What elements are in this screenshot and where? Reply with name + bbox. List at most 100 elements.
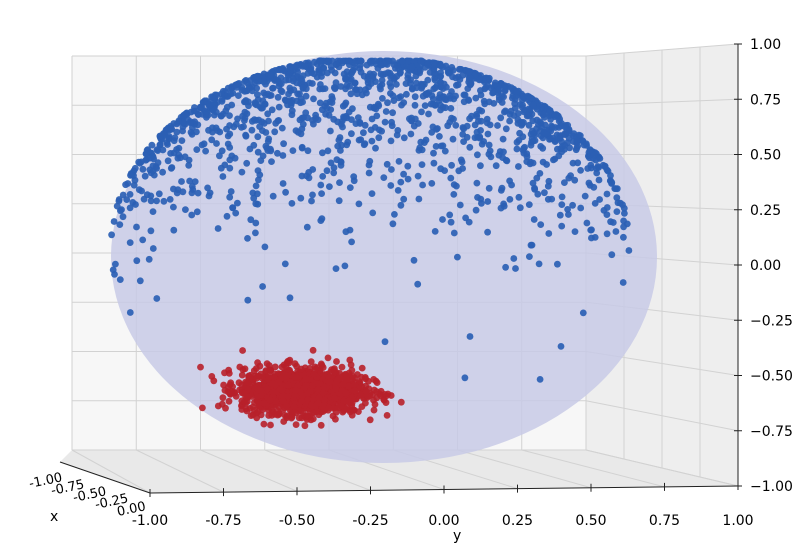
series-1-point <box>394 187 402 194</box>
series-1-point <box>256 123 263 130</box>
series-1-point <box>577 167 584 174</box>
series-2-point <box>331 394 338 402</box>
series-1-point <box>194 189 202 197</box>
series-1-point <box>385 57 393 65</box>
series-1-point <box>449 135 457 143</box>
series-1-point <box>175 119 182 126</box>
series-2-point <box>263 360 271 367</box>
series-1-point <box>109 266 117 274</box>
series-2-point <box>280 418 288 425</box>
series-1-point <box>221 161 229 169</box>
series-1-point <box>554 260 561 268</box>
series-1-point <box>595 176 603 184</box>
series-1-point <box>416 144 424 152</box>
series-1-point <box>310 120 317 128</box>
series-1-point <box>156 132 164 140</box>
series-1-point <box>613 194 621 202</box>
series-2-point <box>310 370 318 378</box>
series-1-point <box>539 158 547 166</box>
series-1-point <box>394 126 402 134</box>
y-tick-label: 0.50 <box>575 513 606 529</box>
series-1-point <box>298 172 306 180</box>
series-2-point <box>284 393 292 400</box>
series-1-point <box>170 137 178 145</box>
series-1-point <box>484 228 491 236</box>
series-1-point <box>360 141 368 149</box>
z-tick-label: −1.00 <box>750 479 793 495</box>
series-1-point <box>286 63 294 71</box>
series-1-point <box>393 73 401 80</box>
series-1-point <box>235 92 242 99</box>
series-2-point <box>222 404 229 412</box>
series-1-point <box>164 141 171 148</box>
series-1-point <box>388 166 395 173</box>
series-1-point <box>182 206 189 214</box>
series-1-point <box>285 90 292 98</box>
series-1-point <box>314 116 322 124</box>
y-tick-label: -0.25 <box>352 513 388 529</box>
series-1-point <box>167 150 175 157</box>
series-1-point <box>288 200 296 207</box>
series-1-point <box>502 263 509 271</box>
series-1-point <box>265 117 272 125</box>
series-1-point <box>241 114 249 122</box>
series-1-point <box>476 134 484 142</box>
series-1-point <box>112 260 119 268</box>
series-1-point <box>113 202 121 210</box>
series-1-point <box>486 147 494 155</box>
series-1-point <box>279 152 287 159</box>
series-1-point <box>466 74 474 81</box>
series-1-point <box>226 193 234 201</box>
series-1-point <box>554 145 561 153</box>
series-1-point <box>404 175 412 183</box>
series-1-point <box>261 101 269 108</box>
series-1-point <box>208 136 216 144</box>
series-1-point <box>243 159 251 167</box>
series-1-point <box>211 95 218 103</box>
series-1-point <box>492 162 500 170</box>
series-2-point <box>299 392 306 399</box>
series-1-point <box>393 81 400 88</box>
series-2-point <box>299 408 306 416</box>
series-1-point <box>229 204 237 212</box>
series-1-point <box>326 183 333 191</box>
series-1-point <box>178 178 185 185</box>
series-2-point <box>239 347 247 354</box>
x-tick-label: -0.50 <box>72 484 108 506</box>
series-2-point <box>304 395 311 403</box>
series-2-point <box>292 387 299 394</box>
series-1-point <box>346 83 353 90</box>
series-1-point <box>178 137 186 145</box>
series-1-point <box>153 146 161 154</box>
series-1-point <box>506 117 513 125</box>
series-1-point <box>382 108 390 115</box>
series-1-point <box>232 120 240 128</box>
series-1-point <box>381 338 389 346</box>
series-1-point <box>377 85 384 93</box>
series-1-point <box>362 86 369 94</box>
series-1-point <box>296 90 303 98</box>
series-1-point <box>457 156 465 164</box>
series-1-point <box>419 181 426 189</box>
series-2-point <box>283 403 291 410</box>
series-1-point <box>513 88 521 95</box>
series-1-point <box>541 189 548 197</box>
series-1-point <box>473 179 481 187</box>
series-1-point <box>286 294 294 302</box>
series-2-point <box>342 370 349 378</box>
series-2-point <box>397 398 405 406</box>
series-1-point <box>309 166 317 173</box>
x-tick-label: -0.25 <box>94 491 130 513</box>
series-1-point <box>459 165 466 172</box>
series-1-point <box>466 333 474 340</box>
series-2-point <box>366 416 374 424</box>
series-1-point <box>439 216 446 223</box>
series-1-point <box>181 110 189 118</box>
series-1-point <box>512 265 519 272</box>
series-1-point <box>551 124 559 131</box>
series-1-point <box>143 191 151 199</box>
series-1-point <box>403 90 410 98</box>
series-1-point <box>365 169 373 177</box>
series-2-point <box>278 386 286 394</box>
series-1-point <box>397 201 405 209</box>
